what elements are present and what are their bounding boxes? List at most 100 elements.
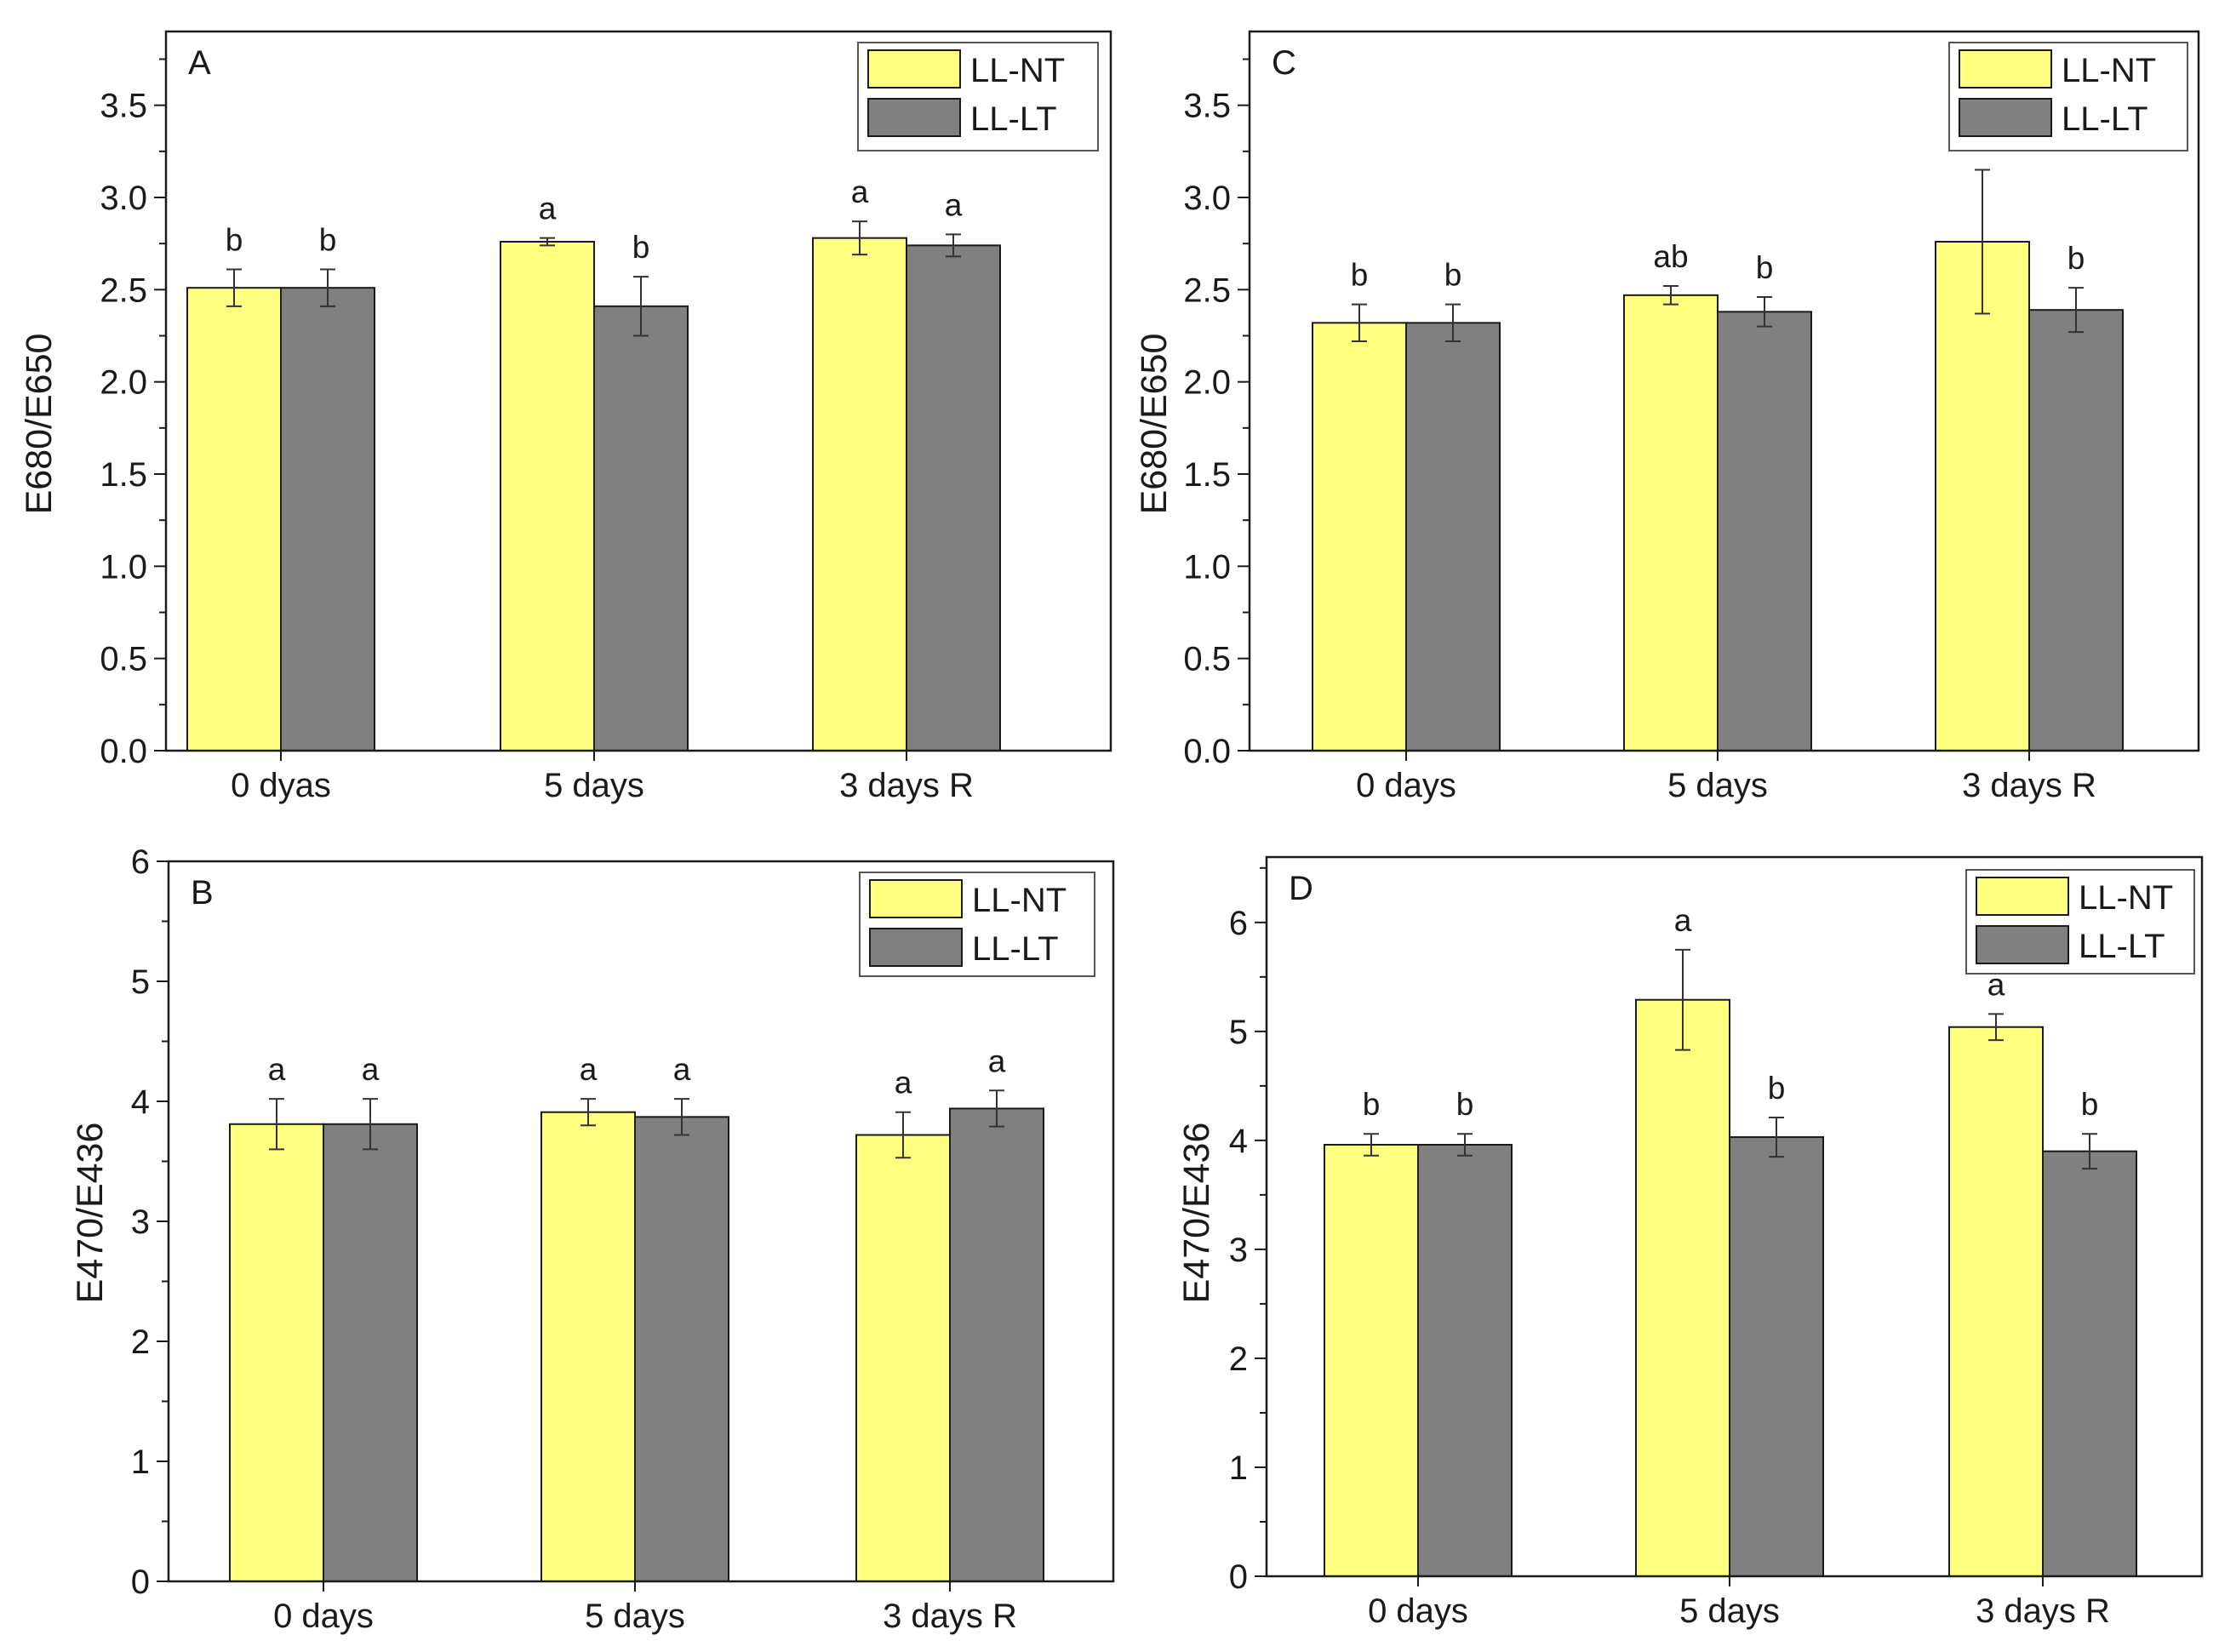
legend-label-ll-nt: LL-NT [972, 882, 1067, 919]
panel-letter: D [1289, 870, 1313, 907]
bar-ll-nt [229, 1123, 324, 1583]
y-tick-label: 0 [131, 1563, 150, 1601]
x-tick-label: 0 days [1368, 1592, 1468, 1630]
y-tick-label: 6 [1229, 905, 1248, 942]
bar-ll-lt [949, 1107, 1044, 1582]
y-tick-label: 1 [131, 1443, 150, 1481]
bar-ll-nt [812, 237, 907, 752]
y-tick-label: 4 [131, 1083, 150, 1121]
legend-label-ll-nt: LL-NT [970, 52, 1065, 89]
bar-ll-nt [186, 287, 282, 752]
bar-ll-nt [500, 241, 595, 752]
bar-ll-lt [1717, 311, 1812, 752]
significance-letter: a [988, 1043, 1006, 1078]
panel-c: 0.0 0.5 1.0 1.5 2.0 2.5 3.0 3.5 E680/E650 b b 0 day… [1134, 30, 2200, 804]
legend-swatch-ll-nt [1976, 877, 2069, 916]
bar-ll-lt [1417, 1144, 1513, 1577]
y-axis-title: E680/E650 [1134, 334, 1175, 515]
x-tick-label: 3 days R [839, 767, 974, 804]
significance-letter: a [539, 191, 557, 226]
panel-d: 0 1 2 3 4 5 6 E470/E436 b b 0 days a b 5 days a b 3 days… [1176, 855, 2204, 1630]
y-tick-label: 2.5 [1183, 272, 1231, 309]
significance-letter: b [2067, 241, 2085, 276]
x-tick-label: 0 days [273, 1598, 374, 1635]
plot-frame [167, 860, 1115, 1583]
bar-ll-nt [540, 1111, 636, 1582]
y-tick-label: 1.0 [1183, 548, 1231, 586]
legend-label-ll-nt: LL-NT [2079, 879, 2173, 917]
bar-ll-nt [1635, 998, 1730, 1577]
y-tick-label: 3.5 [100, 88, 147, 125]
y-tick-label: 2.0 [100, 364, 147, 402]
y-tick-label: 2.5 [100, 272, 147, 309]
significance-letter: a [945, 187, 963, 222]
plot-frame [164, 30, 1112, 752]
bar-ll-lt [1405, 322, 1501, 752]
y-tick-label: 3 [1229, 1232, 1248, 1269]
significance-letter: ab [1653, 239, 1688, 274]
bar-ll-lt [634, 1116, 729, 1582]
y-tick-label: 2.0 [1183, 364, 1231, 402]
legend-swatch-ll-nt [867, 49, 961, 89]
bar-ll-lt [2042, 1150, 2137, 1577]
y-tick-label: 2 [131, 1323, 150, 1361]
bar-ll-nt [1324, 1144, 1419, 1577]
legend-swatch-ll-nt [1959, 49, 2052, 89]
significance-letter: b [226, 223, 243, 258]
bar-ll-lt [906, 244, 1001, 752]
panel-letter: A [188, 44, 211, 82]
y-tick-label: 0.5 [100, 641, 147, 678]
legend-label-ll-lt: LL-LT [970, 100, 1057, 138]
y-tick-label: 4 [1229, 1123, 1248, 1160]
panel-a: 0.0 0.5 1.0 1.5 2.0 2.5 3.0 3.5 E680/E650 b b 0 dya… [19, 30, 1112, 804]
y-tick-label: 3.0 [1183, 180, 1231, 217]
panel-letter: C [1272, 44, 1296, 82]
legend-swatch-ll-lt [1959, 98, 2052, 137]
y-tick-label: 5 [1229, 1014, 1248, 1051]
bar-ll-nt [1623, 294, 1719, 752]
y-axis-title: E470/E436 [70, 1123, 111, 1304]
y-tick-label: 0.0 [1183, 733, 1231, 770]
significance-letter: a [1987, 967, 2005, 1002]
significance-letter: b [1756, 250, 1774, 285]
significance-letter: a [362, 1052, 380, 1087]
legend: LL-NT LL-LT [1965, 869, 2195, 975]
significance-letter: a [673, 1052, 691, 1087]
x-tick-label: 3 days R [1976, 1592, 2110, 1630]
legend: LL-NT LL-LT [1948, 42, 2188, 151]
y-tick-label: 3.0 [100, 180, 147, 217]
legend-label-ll-lt: LL-LT [2079, 928, 2165, 965]
x-tick-label: 5 days [544, 767, 644, 804]
significance-letter: a [895, 1066, 912, 1100]
bar-ll-lt [323, 1123, 418, 1583]
bar-ll-nt [855, 1134, 951, 1582]
y-tick-label: 6 [131, 843, 150, 881]
x-tick-label: 3 days R [1962, 767, 2096, 804]
legend-label-ll-nt: LL-NT [2062, 52, 2156, 89]
legend-swatch-ll-lt [869, 928, 963, 967]
x-tick-label: 5 days [1667, 767, 1768, 804]
legend-label-ll-lt: LL-LT [2062, 100, 2148, 138]
legend-swatch-ll-lt [867, 98, 961, 137]
x-tick-label: 5 days [585, 1598, 685, 1635]
panel-b: 0 1 2 3 4 5 6 E470/E436 a a 0 days a a 5 days a a 3 days… [70, 843, 1115, 1635]
y-tick-label: 3.5 [1183, 88, 1231, 125]
bar-ll-nt [1935, 241, 2030, 752]
x-tick-label: 0 days [1356, 767, 1456, 804]
y-tick-label: 1.5 [100, 456, 147, 494]
significance-letter: b [1768, 1071, 1786, 1106]
y-axis-title: E680/E650 [19, 334, 60, 515]
significance-letter: b [1444, 258, 1462, 293]
y-tick-label: 0.0 [100, 733, 147, 770]
y-tick-label: 3 [131, 1203, 150, 1241]
significance-letter: b [319, 223, 337, 258]
legend-swatch-ll-lt [1976, 925, 2069, 964]
significance-letter: a [1674, 903, 1692, 938]
legend: LL-NT LL-LT [857, 42, 1099, 151]
legend: LL-NT LL-LT [859, 872, 1095, 977]
significance-letter: a [268, 1052, 286, 1087]
bar-ll-lt [2028, 309, 2124, 752]
bar-ll-nt [1948, 1026, 2044, 1577]
significance-letter: b [2081, 1087, 2099, 1122]
